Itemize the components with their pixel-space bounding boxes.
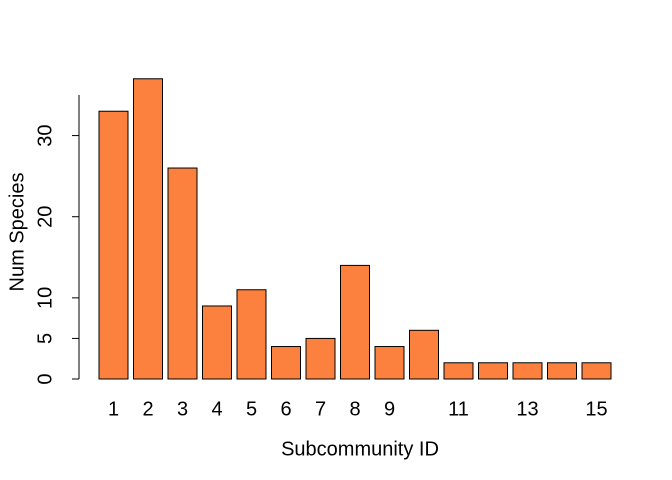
bar (305, 337, 336, 380)
bar (374, 346, 405, 380)
bar (133, 78, 163, 380)
y-tick-label: 20 (34, 206, 56, 228)
x-tick-label: 7 (315, 398, 326, 420)
x-tick-label: 9 (384, 398, 395, 420)
x-tick-label: 3 (177, 398, 188, 420)
x-tick-label: 8 (349, 398, 360, 420)
x-tick-label: 6 (280, 398, 291, 420)
y-tick-label: 30 (34, 124, 56, 146)
x-tick-label: 5 (246, 398, 257, 420)
x-tick-label: 13 (516, 398, 538, 420)
bar (409, 329, 439, 380)
bar (98, 110, 129, 380)
x-tick-label: 15 (585, 398, 607, 420)
x-tick-label: 11 (448, 398, 469, 420)
x-axis-label: Subcommunity ID (281, 438, 439, 460)
bar (478, 362, 508, 380)
bar (271, 346, 301, 380)
bar (340, 264, 370, 380)
x-tick-label: 1 (108, 398, 119, 420)
bar (443, 362, 474, 380)
bar (202, 305, 232, 380)
y-tick-label: 0 (34, 373, 56, 384)
bar (581, 362, 612, 380)
bar (512, 362, 543, 380)
bar (167, 167, 198, 380)
y-tick-label: 10 (34, 287, 56, 309)
y-tick-label: 5 (34, 333, 56, 344)
bar (547, 362, 577, 380)
x-tick-label: 2 (142, 398, 153, 420)
bar (236, 289, 267, 380)
y-axis-label: Num Species (6, 173, 28, 292)
x-tick-label: 4 (211, 398, 222, 420)
